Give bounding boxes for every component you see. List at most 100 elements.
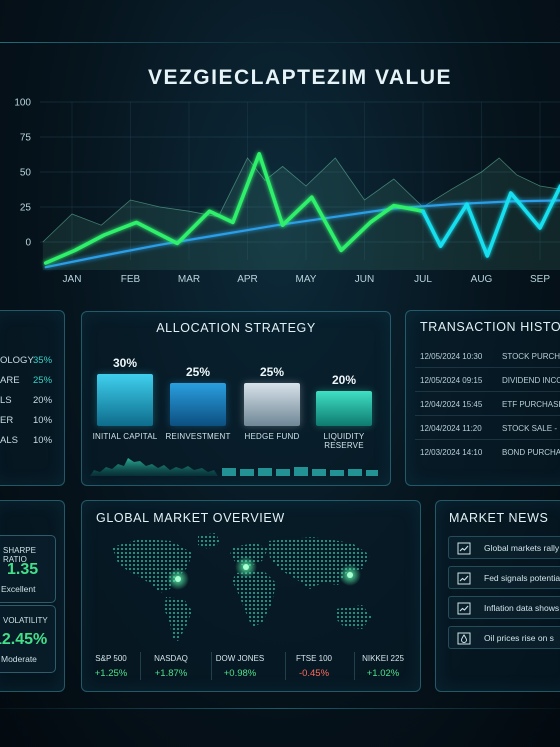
allocation-title: ALLOCATION STRATEGY — [156, 321, 316, 335]
news-headline: Fed signals potential — [484, 573, 560, 583]
sector-label: ALS — [0, 435, 18, 446]
bottom-divider — [0, 708, 560, 709]
metric-value: 1.35 — [7, 561, 39, 578]
metric-label: VOLATILITY — [3, 616, 48, 625]
news-item[interactable]: Fed signals potential — [448, 566, 560, 589]
market-index-change: +1.25% — [94, 668, 128, 679]
transaction-title: TRANSACTION HISTORY — [420, 320, 560, 334]
x-tick-label: MAY — [296, 274, 317, 285]
allocation-percent: 25% — [259, 365, 285, 379]
transaction-date: 12/04/2024 15:45 — [420, 400, 483, 409]
market-divider — [140, 652, 141, 680]
transaction-description: ETF PURCHASE — [502, 400, 560, 409]
metric-card: VOLATILITY 12.45% Moderate — [0, 605, 56, 673]
sector-label: OLOGY — [0, 355, 34, 366]
sector-label: ER — [0, 415, 14, 426]
line-series — [43, 151, 425, 265]
transaction-separator — [415, 439, 560, 440]
allocation-label: HEDGE FUND — [244, 432, 300, 441]
chart-up-icon — [457, 542, 471, 555]
x-tick-label: SEP — [530, 274, 550, 285]
sector-allocation-panel — [0, 310, 65, 486]
sector-label: LS — [0, 395, 12, 406]
transaction-separator — [415, 367, 560, 368]
transaction-description: DIVIDEND INCOME — [502, 376, 560, 385]
oil-drop-icon — [457, 632, 471, 645]
transaction-separator — [415, 415, 560, 416]
sector-label: ARE — [0, 375, 20, 386]
transaction-description: BOND PURCHASE — [502, 448, 560, 457]
allocation-label: LIQUIDITY RESERVE — [323, 432, 365, 450]
market-index-name: S&P 500 — [95, 654, 127, 663]
transaction-history-panel: TRANSACTION HISTORY — [405, 310, 560, 486]
transaction-row: 12/04/2024 11:20 STOCK SALE - — [420, 424, 557, 433]
y-tick-label: 25 — [20, 203, 32, 214]
sector-value: 10% — [33, 435, 53, 446]
area-series-outline — [42, 157, 560, 243]
metric-subtitle: Excellent — [1, 584, 36, 594]
allocation-percent: 25% — [185, 365, 211, 379]
line-series — [44, 199, 560, 269]
sector-value: 20% — [33, 395, 53, 406]
transaction-row: 12/03/2024 14:10 BOND PURCHASE — [420, 448, 560, 457]
transaction-separator — [415, 391, 560, 392]
chart-up-icon — [457, 602, 471, 615]
line-series — [421, 184, 560, 258]
y-tick-label: 0 — [25, 238, 31, 249]
allocation-sparkline — [90, 458, 378, 476]
allocation-label: INITIAL CAPITAL — [92, 432, 158, 441]
market-index-name: NASDAQ — [154, 654, 188, 663]
news-headline: Oil prices rise on s — [484, 633, 554, 643]
transaction-row: 12/05/2024 10:30 STOCK PURCHASE — [420, 352, 560, 361]
metric-label: SHARPE RATIO — [3, 546, 36, 564]
allocation-bar — [97, 374, 153, 426]
news-headline: Inflation data shows — [484, 603, 560, 613]
metric-subtitle: Moderate — [1, 654, 37, 664]
x-tick-label: FEB — [121, 274, 141, 285]
transaction-description: STOCK PURCHASE — [502, 352, 560, 361]
chart-up-icon — [457, 572, 471, 585]
sector-value: 25% — [33, 375, 53, 386]
market-divider — [285, 652, 286, 680]
market-index-name: FTSE 100 — [295, 654, 332, 663]
metric-card: SHARPE RATIO 1.35 Excellent — [0, 535, 56, 603]
allocation-bar — [244, 383, 300, 426]
market-title: GLOBAL MARKET OVERVIEW — [96, 511, 285, 525]
y-tick-label: 50 — [20, 168, 32, 179]
y-tick-label: 100 — [14, 98, 31, 109]
transaction-date: 12/04/2024 11:20 — [420, 424, 482, 433]
value-line-chart: 100 75 50 25 0 JAN FEB MAR APR MAY JUN JUL AUG SEP — [14, 98, 560, 285]
news-item[interactable]: Oil prices rise on s — [448, 626, 560, 649]
market-index-change: +0.98% — [223, 668, 257, 679]
transaction-date: 12/05/2024 10:30 — [420, 352, 483, 361]
y-tick-label: 75 — [20, 133, 32, 144]
x-tick-label: AUG — [471, 274, 493, 285]
page-title: VEZGIECLAPTEZIM VALUE — [147, 66, 453, 89]
transaction-description: STOCK SALE - — [502, 424, 557, 433]
market-divider — [211, 652, 212, 680]
transaction-row: 12/05/2024 09:15 DIVIDEND INCOME — [420, 376, 560, 385]
sector-value: 35% — [33, 355, 53, 366]
market-index-change: +1.87% — [154, 668, 188, 679]
x-tick-label: JUL — [414, 274, 432, 285]
transaction-date: 12/05/2024 09:15 — [420, 376, 483, 385]
x-tick-label: JAN — [63, 274, 82, 285]
news-title: MARKET NEWS — [449, 511, 549, 525]
x-tick-label: MAR — [178, 274, 200, 285]
allocation-bar — [316, 391, 372, 426]
metric-value: 12.45% — [0, 631, 48, 648]
market-divider — [354, 652, 355, 680]
news-item[interactable]: Global markets rally — [448, 536, 560, 559]
market-index-name: DOW JONES — [215, 654, 265, 663]
market-index-change: -0.45% — [298, 668, 330, 679]
news-headline: Global markets rally — [484, 543, 560, 553]
market-index-name: NIKKEI 225 — [362, 654, 404, 663]
allocation-percent: 30% — [112, 356, 138, 370]
world-map — [112, 533, 372, 641]
allocation-percent: 20% — [331, 373, 357, 387]
x-tick-label: JUN — [355, 274, 374, 285]
news-item[interactable]: Inflation data shows — [448, 596, 560, 619]
transaction-row: 12/04/2024 15:45 ETF PURCHASE — [420, 400, 560, 409]
allocation-bar — [170, 383, 226, 426]
x-tick-label: APR — [237, 274, 258, 285]
